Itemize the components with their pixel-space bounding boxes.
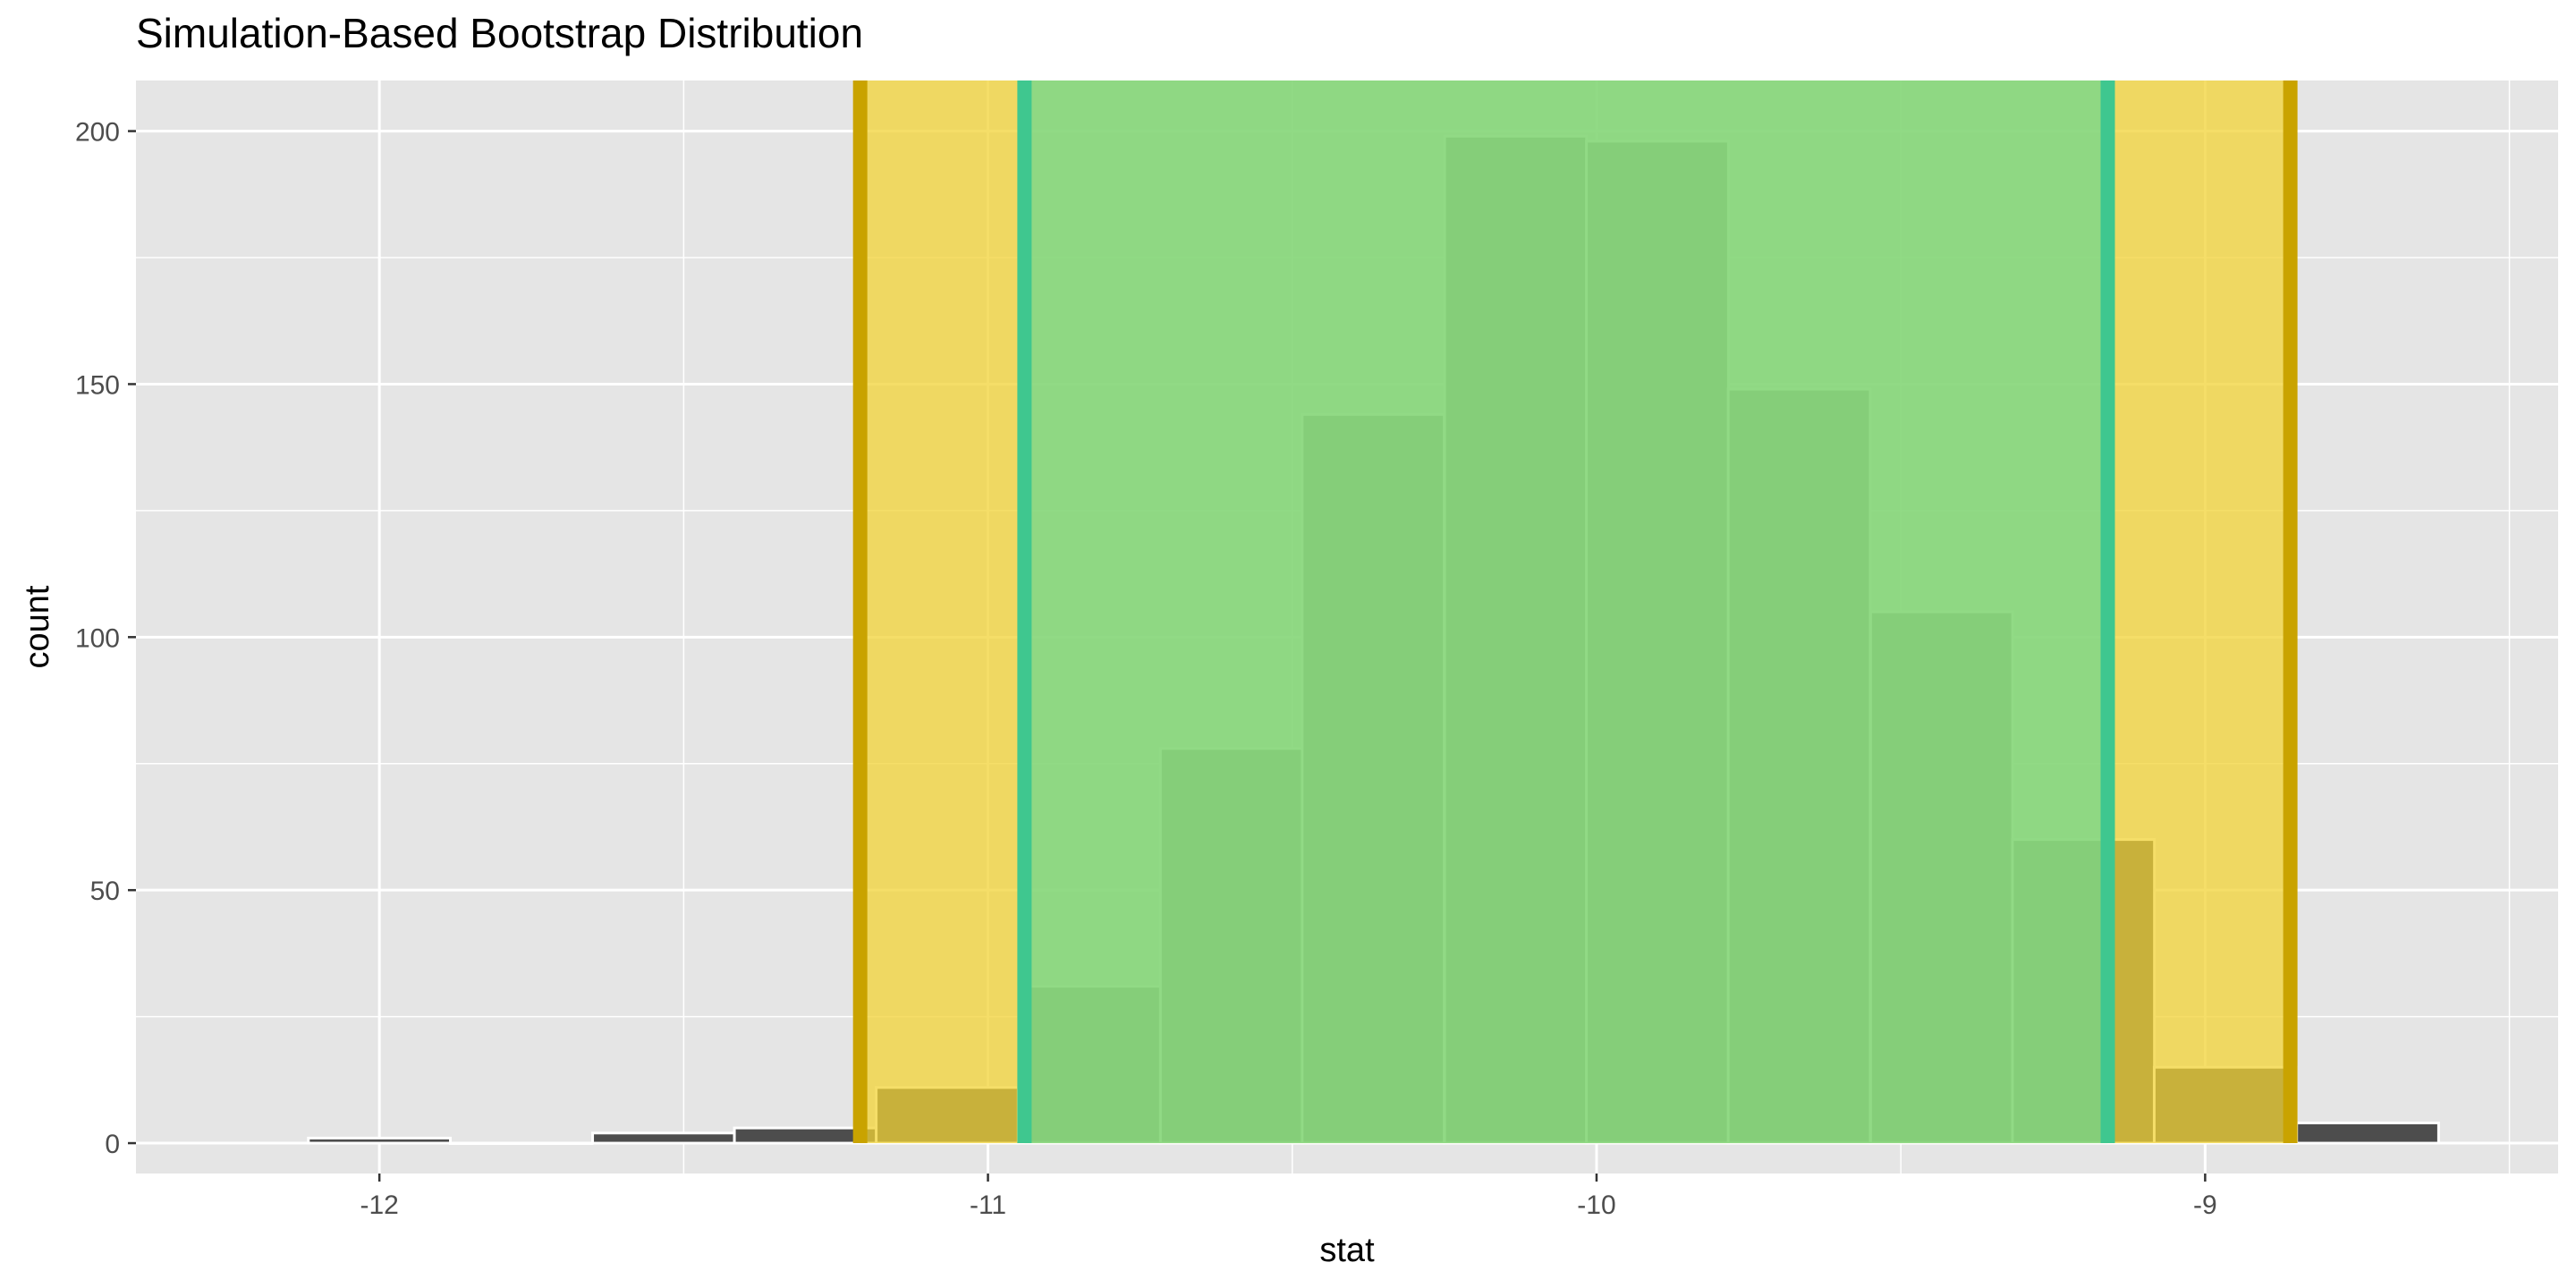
histogram-bar xyxy=(591,1131,736,1145)
histogram-bar xyxy=(2295,1121,2440,1145)
y-tick-label: 200 xyxy=(75,118,120,148)
y-tick-label: 100 xyxy=(75,623,120,653)
interval-shade xyxy=(1024,80,2108,1144)
x-axis: -12 -11 -10 -9 xyxy=(360,1174,2217,1220)
x-tick-label: -12 xyxy=(360,1191,398,1220)
confidence-intervals xyxy=(852,80,2298,1144)
histogram-bar xyxy=(307,1136,453,1145)
y-axis: 0 50 100 150 200 xyxy=(75,118,136,1159)
x-tick-label: -10 xyxy=(1577,1191,1615,1220)
x-tick-label: -11 xyxy=(970,1191,1006,1220)
x-tick-label: -9 xyxy=(2193,1191,2217,1220)
chart-title: Simulation-Based Bootstrap Distribution xyxy=(136,10,864,56)
histogram-bar xyxy=(448,1141,594,1146)
y-tick-label: 150 xyxy=(75,370,120,400)
x-axis-label: stat xyxy=(1319,1232,1375,1269)
y-tick-label: 50 xyxy=(90,877,120,906)
y-tick-label: 0 xyxy=(105,1130,120,1159)
y-axis-label: count xyxy=(19,585,56,668)
